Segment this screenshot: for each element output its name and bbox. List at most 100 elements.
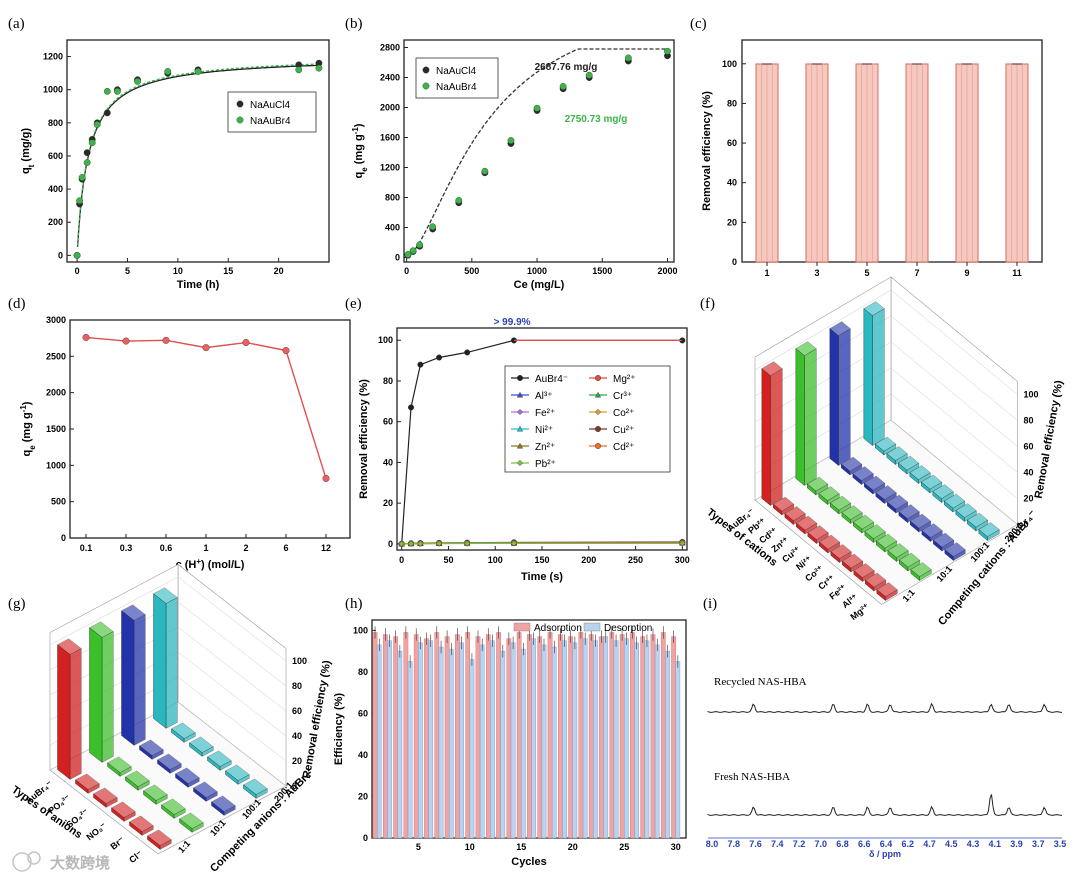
x-tick-label: 3 [814,268,819,278]
data-point [282,347,290,355]
legend-box [227,91,317,133]
bar-3d-side [69,648,82,780]
z-tick-label: 40 [1024,468,1034,478]
x-tick-label: 20 [274,266,284,276]
watermark-logo [27,851,41,865]
bar [372,632,378,839]
y-tick-label: 100 [353,625,368,635]
bar-3d-top [761,361,783,376]
legend-label: NaAuCl4 [436,66,476,77]
bar [609,632,615,839]
bar-3d-side [838,328,851,466]
bar [403,632,409,839]
data-point [510,540,518,547]
y-tick-label: 2500 [46,351,66,361]
bar [671,636,676,839]
x-tick-label: 25 [619,842,629,852]
x-tick-label: 6.6 [858,839,871,849]
y-tick-label: 100 [722,59,737,69]
y-tick-label: 0 [363,833,368,843]
data-point [93,121,101,128]
category-label: Br⁻ [108,835,126,852]
legend-marker [516,408,524,416]
bar [588,634,594,839]
bar [434,632,440,839]
z-tick-label: 20 [1024,494,1034,504]
z-tick-label: 80 [292,681,302,691]
y-axis-title: qe (mg g-1) [351,123,369,178]
bar-3d-side [872,308,885,446]
data-point [162,336,170,344]
y-tick-label: 60 [727,138,737,148]
bar-3d-top [125,770,150,787]
chart-c: (c)0204060801001357911pHRemoval efficien… [690,16,1043,301]
x-tick-label: 500 [464,266,479,276]
bar-3d-top [189,736,214,753]
bar [531,638,537,839]
bar [619,634,625,839]
legend-label: Zn²⁺ [535,442,555,453]
spectrum-fresh [707,794,1063,816]
y-tick-label: 60 [383,417,393,427]
bar [428,640,434,839]
x-tick-label: 7.6 [749,839,762,849]
bar [438,646,444,839]
x-tick-label: 7.4 [771,839,784,849]
x-tick-label: 4.3 [967,839,980,849]
z-tick-label: 60 [292,706,302,716]
bar [558,634,563,839]
bar-3d-top [139,739,164,756]
legend-marker [517,375,524,382]
x-tick-label: 1 [764,268,769,278]
chart-g: (g)020406080100AuBr₄⁻PO₄³⁻SO₄²⁻NO₃⁻Br⁻Cl… [8,563,333,875]
z-tick-label: 0 [292,781,297,791]
bar-3d-top [207,750,232,767]
data-point [398,540,405,547]
legend-label: Cu²⁺ [613,425,634,436]
y-tick-label: 20 [383,498,393,508]
data-point [78,174,86,181]
x-axis-title: δ / ppm [869,849,901,859]
y-tick-label: 80 [727,98,737,108]
y-axis-title: Efficiency (%) [333,693,345,765]
bar-3d [795,348,805,486]
z-tick-label: 100 [292,656,307,666]
legend-marker [594,408,602,416]
data-point [322,474,330,482]
y-tick-label: 3000 [46,315,66,325]
x-tick-label: 8.0 [706,839,719,849]
bar [387,640,392,839]
y-tick-label: 1200 [43,52,63,62]
data-point [73,251,81,259]
bar [516,632,522,839]
data-point [122,337,130,345]
x-tick-label: 4.5 [945,839,958,849]
x-tick-label: 2 [243,543,248,553]
plot-frame [403,39,675,263]
x-tick-label: 15 [516,842,526,852]
legend-swatch [513,622,531,632]
legend-label: Pb²⁺ [535,459,556,470]
x-tick-label: 20 [568,842,578,852]
y-tick-label: 400 [48,184,63,194]
data-point [408,404,415,411]
y-axis-title: Removal efficiency (%) [701,91,713,211]
legend-label: Adsorption [534,623,582,634]
x-tick-label: 4.1 [988,839,1001,849]
bar [551,646,557,839]
legend-box [415,57,499,99]
y-axis-title: qe (mg g-1) [19,401,37,456]
bar-3d-top [111,801,136,818]
data-point [82,333,90,341]
panel-label: (d) [8,296,26,312]
bar-3d-top [143,784,168,801]
data-point [103,109,111,117]
x-tick-label: 3.5 [1054,839,1067,849]
legend-label: Co²⁺ [613,408,634,419]
bar [640,636,646,839]
x-tick-label: 1000 [527,266,547,276]
data-point [134,78,141,85]
